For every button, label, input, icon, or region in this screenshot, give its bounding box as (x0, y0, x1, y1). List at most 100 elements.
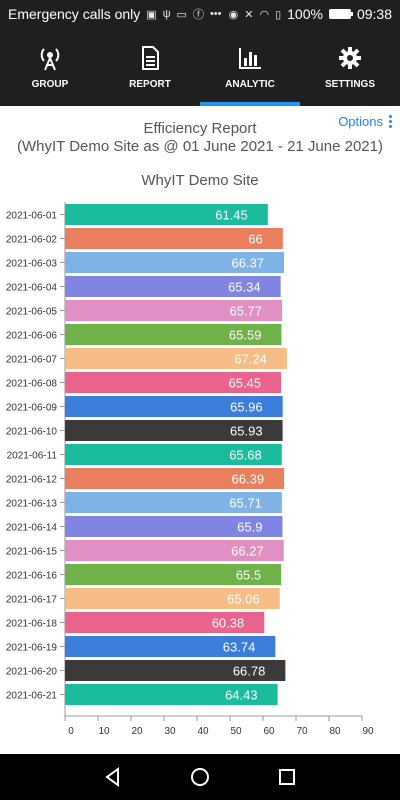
home-icon[interactable] (189, 766, 211, 788)
bar[interactable] (65, 468, 285, 489)
bar[interactable] (65, 612, 265, 633)
bar-value-label: 65.68 (229, 448, 262, 463)
y-tick-label: 2021-06-20 (6, 667, 58, 678)
report-title: Efficiency Report (143, 120, 257, 137)
y-tick-label: 2021-06-03 (6, 259, 58, 270)
y-tick-label: 2021-06-07 (6, 355, 58, 366)
bar-value-label: 65.96 (230, 400, 263, 415)
y-tick-label: 2021-06-06 (6, 331, 58, 342)
bar-value-label: 65.5 (236, 568, 261, 583)
gear-icon (339, 46, 361, 69)
x-tick-label: 20 (131, 726, 143, 737)
facebook-icon: ⓕ (192, 9, 204, 21)
bar-value-label: 61.45 (215, 208, 248, 223)
bar[interactable] (65, 588, 280, 609)
bar[interactable] (65, 540, 284, 561)
bar-value-label: 66.78 (233, 664, 266, 679)
bar-value-label: 63.74 (223, 640, 256, 655)
bar-value-label: 66.27 (231, 544, 264, 559)
y-tick-label: 2021-06-11 (7, 451, 58, 462)
bar[interactable] (65, 684, 278, 705)
bar-value-label: 65.93 (230, 424, 263, 439)
usb-icon: ψ (162, 8, 171, 20)
y-tick-label: 2021-06-02 (6, 235, 58, 246)
tab-report[interactable]: REPORT (100, 28, 200, 106)
sim-icon: ▯ (275, 8, 282, 21)
bar[interactable] (65, 252, 285, 273)
tab-analytic[interactable]: ANALYTIC (200, 28, 300, 106)
y-tick-label: 2021-06-01 (6, 211, 58, 222)
tab-settings[interactable]: SETTINGS (300, 28, 400, 106)
x-tick-label: 30 (164, 726, 176, 737)
more-vert-icon (389, 115, 392, 128)
status-right: ◉ ✕ ◠ ▯ 100% 09:38 (229, 6, 392, 22)
y-tick-label: 2021-06-12 (6, 475, 58, 486)
tab-settings-label: SETTINGS (324, 78, 375, 90)
bar[interactable] (65, 492, 282, 513)
bar-value-label: 65.71 (229, 496, 262, 511)
bar[interactable] (65, 516, 283, 537)
options-label: Options (338, 114, 383, 129)
antenna-icon (40, 47, 60, 70)
report-content: Options Efficiency Report (WhyIT Demo Si… (0, 106, 400, 754)
wifi-icon: ◠ (259, 8, 270, 21)
bar-value-label: 60.38 (212, 616, 245, 631)
bar[interactable] (65, 636, 276, 657)
bar[interactable] (65, 324, 282, 345)
status-bar: Emergency calls only ▣ ψ ▭ ⓕ ••• ◉ ✕ ◠ ▯… (0, 0, 400, 28)
bar[interactable] (65, 300, 283, 321)
bar-value-label: 65.9 (237, 520, 262, 535)
y-tick-label: 2021-06-18 (6, 619, 58, 630)
x-tick-label: 0 (68, 726, 74, 737)
x-tick-label: 70 (296, 726, 308, 737)
bar-value-label: 66.39 (232, 472, 265, 487)
y-tick-label: 2021-06-09 (6, 403, 58, 414)
tab-analytic-label: ANALYTIC (225, 78, 275, 90)
bar[interactable] (65, 228, 283, 249)
clock: 09:38 (356, 6, 392, 22)
y-tick-label: 2021-06-19 (6, 643, 58, 654)
x-tick-label: 90 (362, 726, 374, 737)
bar[interactable] (65, 444, 282, 465)
x-tick-label: 40 (197, 726, 209, 737)
bar-chart-icon (239, 47, 261, 69)
y-tick-label: 2021-06-15 (6, 547, 58, 558)
x-tick-label: 80 (329, 726, 341, 737)
options-button[interactable]: Options (338, 114, 392, 129)
bar[interactable] (65, 660, 286, 681)
battery-percent: 100% (287, 6, 323, 22)
android-nav-bar (0, 754, 400, 800)
bar[interactable] (65, 348, 287, 369)
network-status-text: Emergency calls only (8, 6, 141, 22)
y-tick-label: 2021-06-16 (6, 571, 58, 582)
bar-value-label: 66 (248, 232, 262, 247)
recents-icon[interactable] (276, 766, 298, 788)
report-subtitle: (WhyIT Demo Site as @ 01 June 2021 - 21 … (17, 138, 383, 155)
notification-icon: ▭ (176, 8, 187, 21)
document-icon (142, 45, 159, 70)
y-tick-label: 2021-06-14 (6, 523, 58, 534)
x-tick-label: 60 (263, 726, 275, 737)
bar[interactable] (65, 420, 283, 441)
tab-group[interactable]: GROUP (0, 28, 100, 106)
y-tick-label: 2021-06-04 (6, 283, 58, 294)
eye-icon: ◉ (228, 8, 239, 21)
bar[interactable] (65, 276, 281, 297)
bar-value-label: 65.59 (229, 328, 262, 343)
bar-value-label: 65.45 (228, 376, 261, 391)
y-tick-label: 2021-06-17 (6, 595, 58, 606)
bar[interactable] (65, 396, 283, 417)
y-tick-label: 2021-06-13 (6, 499, 58, 510)
bar[interactable] (65, 372, 281, 393)
bar-value-label: 65.06 (227, 592, 260, 607)
bar-value-label: 65.77 (229, 304, 262, 319)
bar-value-label: 65.34 (228, 280, 261, 295)
bar[interactable] (65, 204, 268, 225)
tab-report-label: REPORT (129, 78, 171, 90)
tab-group-label: GROUP (31, 78, 69, 90)
tab-bar: GROUP REPORT ANALYTIC SETTINGS (0, 28, 400, 106)
bar[interactable] (65, 564, 282, 585)
bar-value-label: 67.24 (234, 352, 267, 367)
efficiency-bar-chart: 2021-06-01 61.45 2021-06-02 66 2021-06-03 66.… (6, 202, 374, 737)
back-icon[interactable] (102, 766, 124, 788)
